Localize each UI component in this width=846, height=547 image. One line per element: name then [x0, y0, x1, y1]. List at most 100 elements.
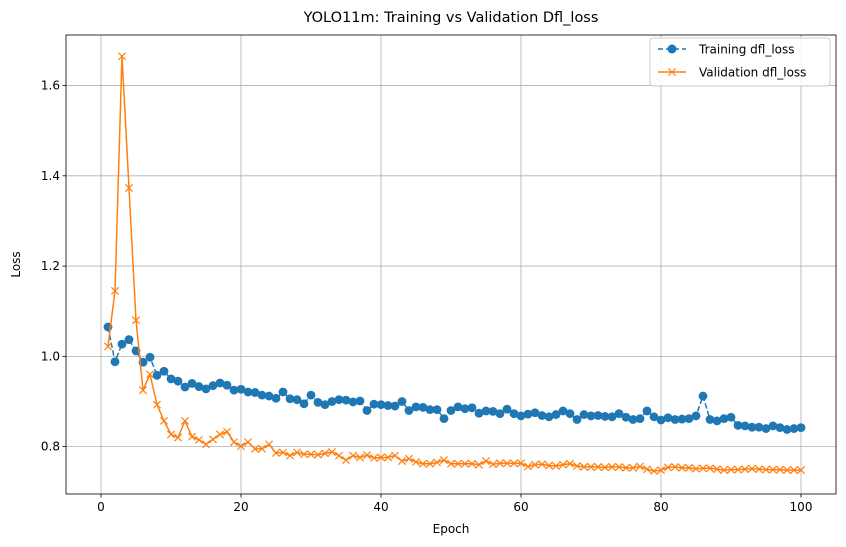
data-point	[201, 440, 211, 449]
data-point	[628, 415, 638, 424]
data-point	[768, 421, 778, 431]
data-point	[614, 409, 624, 419]
y-tick-label: 1.2	[41, 259, 60, 273]
x-marker-stroke	[117, 52, 127, 61]
x-marker-stroke	[761, 465, 771, 474]
data-point	[187, 432, 197, 441]
legend-marker-validation	[667, 67, 677, 77]
x-marker-stroke	[649, 466, 659, 476]
data-point	[544, 461, 554, 470]
x-marker-stroke	[579, 462, 589, 471]
data-point	[215, 378, 225, 388]
data-point	[481, 457, 491, 466]
x-marker-stroke	[789, 466, 799, 475]
data-point	[747, 464, 757, 473]
data-point	[194, 382, 204, 391]
legend-x-marker	[667, 67, 677, 77]
data-point	[572, 415, 582, 424]
x-marker-stroke	[495, 459, 505, 468]
data-point	[481, 406, 491, 416]
data-point	[439, 414, 449, 424]
data-point	[621, 412, 631, 422]
data-point	[432, 458, 442, 467]
data-point	[180, 382, 190, 392]
y-tick-label: 1.0	[41, 349, 60, 363]
x-marker-stroke	[509, 459, 519, 468]
data-point	[579, 410, 589, 419]
x-marker-stroke	[663, 463, 673, 472]
x-marker-stroke	[299, 450, 309, 459]
x-marker-stroke	[600, 463, 610, 472]
data-point	[747, 422, 757, 432]
x-marker-stroke	[502, 459, 512, 468]
data-point	[635, 462, 645, 471]
x-marker-stroke	[726, 465, 736, 474]
data-point	[726, 412, 736, 422]
x-marker-stroke	[523, 462, 533, 471]
data-point	[222, 380, 232, 390]
data-point	[292, 395, 302, 405]
x-marker-stroke	[264, 440, 274, 449]
data-point	[369, 399, 379, 409]
x-marker-stroke	[418, 459, 428, 468]
x-marker-stroke	[341, 456, 351, 465]
data-point	[656, 415, 666, 425]
data-point	[320, 400, 330, 410]
data-point	[502, 404, 512, 414]
x-marker-stroke	[292, 448, 302, 457]
x-marker-stroke	[285, 451, 295, 460]
x-marker-stroke	[257, 444, 267, 453]
data-point	[670, 415, 680, 424]
x-marker-stroke	[313, 450, 323, 459]
data-point	[579, 462, 589, 471]
data-point	[495, 459, 505, 468]
data-point	[131, 316, 141, 325]
x-marker-stroke	[348, 451, 358, 460]
x-tick-label: 60	[513, 500, 528, 514]
data-point	[467, 459, 477, 468]
x-tick-label: 0	[97, 500, 105, 514]
data-point	[285, 394, 295, 404]
data-point	[285, 451, 295, 460]
data-point	[698, 391, 708, 401]
data-point	[404, 406, 414, 415]
data-point	[306, 450, 316, 459]
x-marker-stroke	[362, 451, 372, 460]
data-point	[327, 397, 337, 406]
x-marker-stroke	[411, 457, 421, 466]
data-point	[677, 463, 687, 472]
data-point	[264, 391, 274, 401]
data-point	[278, 448, 288, 457]
data-point	[796, 466, 806, 475]
data-point	[775, 423, 785, 433]
data-point	[642, 465, 652, 474]
x-marker-stroke	[740, 465, 750, 474]
y-tick-label: 0.8	[41, 440, 60, 454]
x-marker-stroke	[159, 416, 169, 425]
data-point	[166, 374, 176, 384]
data-point	[341, 456, 351, 465]
data-point	[474, 408, 484, 418]
data-point	[439, 456, 449, 465]
x-marker-stroke	[201, 440, 211, 449]
data-point	[425, 459, 435, 468]
y-tick-label: 1.4	[41, 169, 60, 183]
data-point	[145, 370, 155, 379]
data-point	[397, 397, 407, 406]
data-point	[243, 438, 253, 447]
data-point	[712, 465, 722, 474]
data-point	[649, 466, 659, 476]
x-marker-stroke	[383, 453, 393, 462]
x-marker-stroke	[145, 370, 155, 379]
data-point	[698, 464, 708, 473]
data-point	[320, 449, 330, 458]
x-tick-label: 80	[653, 500, 668, 514]
x-marker-stroke	[355, 453, 365, 462]
x-marker-stroke	[306, 450, 316, 459]
data-point	[250, 388, 260, 397]
data-point	[509, 459, 519, 468]
data-point	[523, 462, 533, 471]
x-marker-stroke	[152, 400, 162, 409]
data-point	[607, 462, 617, 471]
plot-area	[66, 35, 836, 494]
